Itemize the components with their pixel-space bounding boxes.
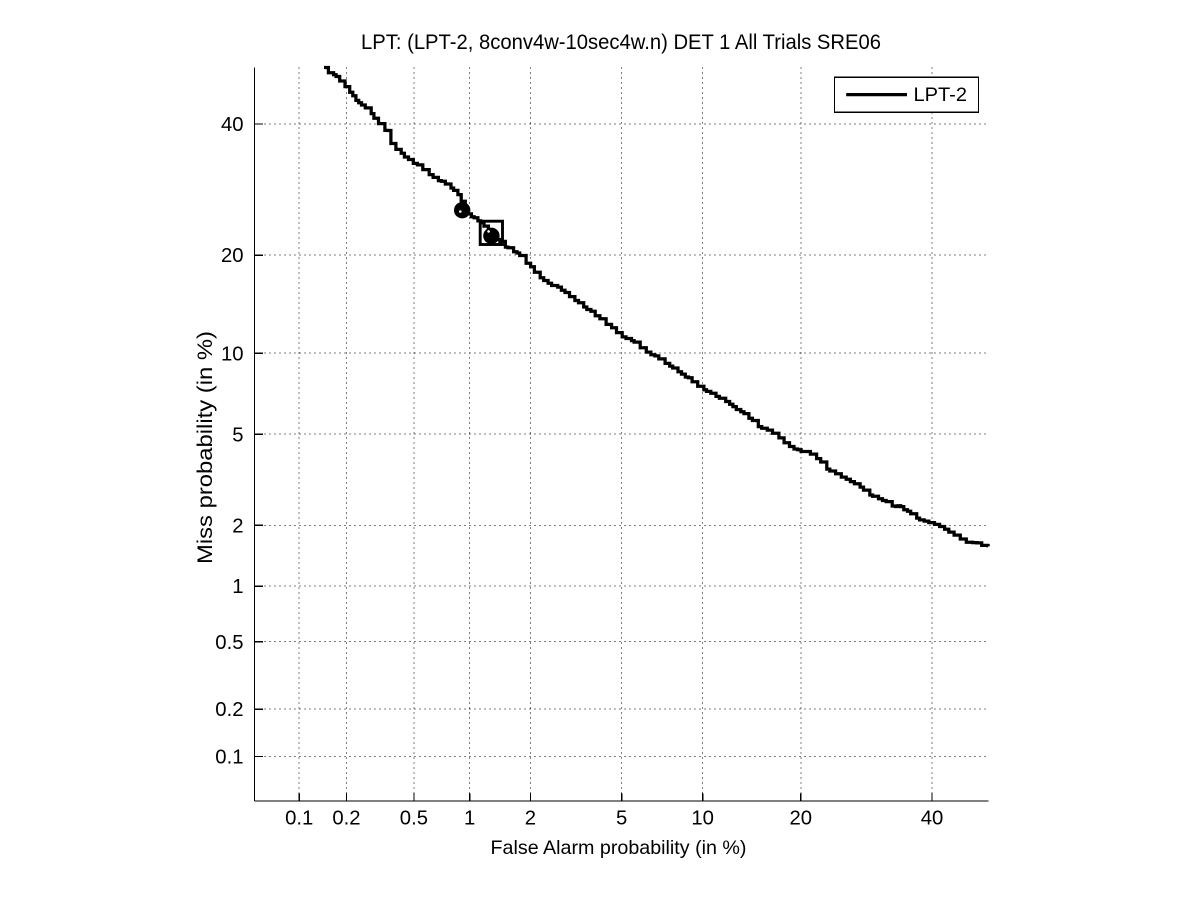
svg-text:1: 1 [464, 808, 475, 830]
svg-text:0.5: 0.5 [215, 632, 243, 654]
svg-text:2: 2 [232, 515, 243, 537]
svg-text:LPT-2: LPT-2 [914, 84, 968, 106]
svg-text:2: 2 [525, 808, 536, 830]
svg-text:0.1: 0.1 [215, 747, 243, 769]
svg-text:1: 1 [232, 576, 243, 598]
svg-text:LPT: (LPT-2, 8conv4w-10sec4w.n: LPT: (LPT-2, 8conv4w-10sec4w.n) DET 1 Al… [361, 31, 881, 54]
svg-text:0.5: 0.5 [400, 808, 428, 830]
svg-text:0.1: 0.1 [285, 808, 313, 830]
svg-text:5: 5 [232, 424, 243, 446]
svg-text:False Alarm probability (in %): False Alarm probability (in %) [491, 837, 747, 859]
svg-text:0.2: 0.2 [215, 699, 243, 721]
svg-text:20: 20 [790, 808, 813, 830]
svg-text:Miss probability (in %): Miss probability (in %) [194, 331, 217, 564]
svg-text:40: 40 [921, 808, 944, 830]
svg-text:0.2: 0.2 [332, 808, 360, 830]
svg-text:5: 5 [616, 808, 627, 830]
svg-text:10: 10 [691, 808, 714, 830]
svg-text:40: 40 [221, 114, 244, 136]
svg-text:10: 10 [221, 343, 244, 365]
svg-text:20: 20 [221, 245, 244, 267]
